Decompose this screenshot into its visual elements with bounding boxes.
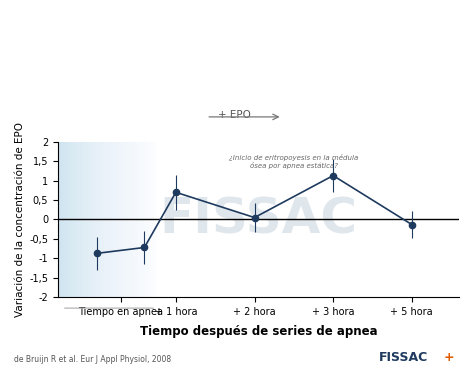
Text: + EPO: + EPO <box>218 110 251 120</box>
Text: FISSAC: FISSAC <box>159 195 357 244</box>
Text: ¿Inicio de eritropoyesis en la médula
ósea por apnea estática?: ¿Inicio de eritropoyesis en la médula ós… <box>229 154 358 169</box>
Text: +: + <box>443 351 454 364</box>
X-axis label: Tiempo después de series de apnea: Tiempo después de series de apnea <box>140 325 377 338</box>
Text: de Bruijn R et al. Eur J Appl Physiol, 2008: de Bruijn R et al. Eur J Appl Physiol, 2… <box>14 355 171 364</box>
Y-axis label: Variación de la concentración de EPO: Variación de la concentración de EPO <box>15 122 25 317</box>
Text: FISSAC: FISSAC <box>379 351 428 364</box>
